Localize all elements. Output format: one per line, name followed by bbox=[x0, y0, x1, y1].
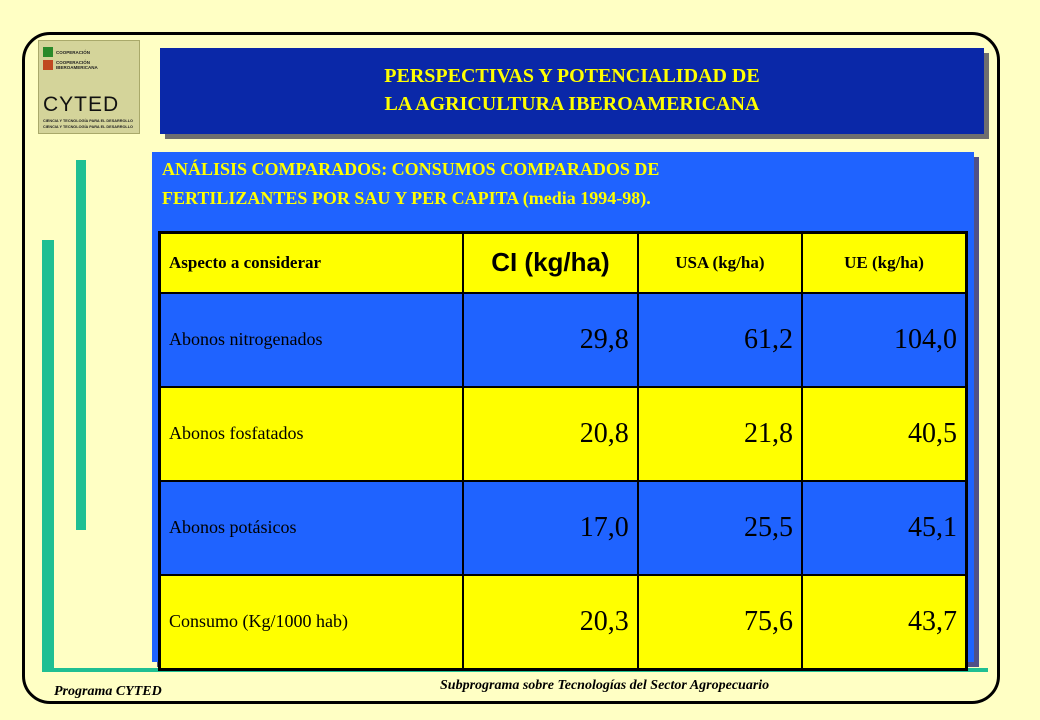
page-title-line1: PERSPECTIVAS Y POTENCIALIDAD DE bbox=[384, 65, 760, 87]
row-label: Abonos nitrogenados bbox=[158, 291, 465, 388]
fertilizer-table: Aspecto a considerar CI (kg/ha) USA (kg/… bbox=[158, 231, 968, 671]
col-header-ci: CI (kg/ha) bbox=[462, 231, 639, 294]
logo-tag2: CIENCIA Y TECNOLOGÍA PARA EL DESARROLLO bbox=[43, 125, 134, 129]
cell-ue: 40,5 bbox=[801, 385, 968, 482]
section-subtitle: ANÁLISIS COMPARADOS: CONSUMOS COMPARADOS… bbox=[162, 155, 962, 213]
row-label: Abonos potásicos bbox=[158, 479, 465, 576]
footer-subprogram: Subprograma sobre Tecnologías del Sector… bbox=[440, 678, 770, 693]
table-row: Consumo (Kg/1000 hab) 20,3 75,6 43,7 bbox=[158, 573, 968, 670]
cell-usa: 61,2 bbox=[636, 291, 804, 388]
cell-ci: 17,0 bbox=[462, 479, 639, 576]
subtitle-line2: FERTILIZANTES POR SAU Y PER CAPITA (medi… bbox=[162, 188, 651, 208]
logo-mark-icon bbox=[43, 60, 53, 70]
table-header-row: Aspecto a considerar CI (kg/ha) USA (kg/… bbox=[158, 231, 968, 294]
cell-ue: 45,1 bbox=[801, 479, 968, 576]
accent-bar-vertical bbox=[76, 160, 86, 530]
col-header-ue: UE (kg/ha) bbox=[801, 231, 968, 294]
cell-ue: 43,7 bbox=[801, 573, 968, 670]
cell-usa: 21,8 bbox=[636, 385, 804, 482]
page-title-line2: LA AGRICULTURA IBEROAMERICANA bbox=[384, 93, 760, 115]
cell-usa: 25,5 bbox=[636, 479, 804, 576]
logo-brand: CYTED bbox=[43, 93, 120, 116]
table-row: Abonos nitrogenados 29,8 61,2 104,0 bbox=[158, 291, 968, 388]
col-header-aspect: Aspecto a considerar bbox=[158, 231, 465, 294]
col-header-usa: USA (kg/ha) bbox=[636, 231, 804, 294]
table-row: Abonos fosfatados 20,8 21,8 40,5 bbox=[158, 385, 968, 482]
table-row: Abonos potásicos 17,0 25,5 45,1 bbox=[158, 479, 968, 576]
subtitle-line1: ANÁLISIS COMPARADOS: CONSUMOS COMPARADOS… bbox=[162, 159, 660, 179]
logo-tag1: CIENCIA Y TECNOLOGÍA PARA EL DESARROLLO bbox=[43, 119, 134, 123]
cell-ci: 20,3 bbox=[462, 573, 639, 670]
cyted-logo: COOPERACIÓN COOPERACIÓN IBEROAMERICANA C… bbox=[38, 40, 140, 134]
cell-usa: 75,6 bbox=[636, 573, 804, 670]
row-label: Abonos fosfatados bbox=[158, 385, 465, 482]
title-box: PERSPECTIVAS Y POTENCIALIDAD DE LA AGRIC… bbox=[160, 48, 984, 134]
logo-line2: COOPERACIÓN IBEROAMERICANA bbox=[56, 60, 98, 70]
cell-ci: 20,8 bbox=[462, 385, 639, 482]
slide-frame bbox=[22, 32, 1000, 704]
footer-program: Programa CYTED bbox=[54, 684, 162, 699]
cell-ci: 29,8 bbox=[462, 291, 639, 388]
logo-mark-icon bbox=[43, 47, 53, 57]
cell-ue: 104,0 bbox=[801, 291, 968, 388]
row-label: Consumo (Kg/1000 hab) bbox=[158, 573, 465, 670]
accent-bar-vertical bbox=[42, 240, 54, 668]
logo-line1: COOPERACIÓN bbox=[56, 50, 91, 55]
